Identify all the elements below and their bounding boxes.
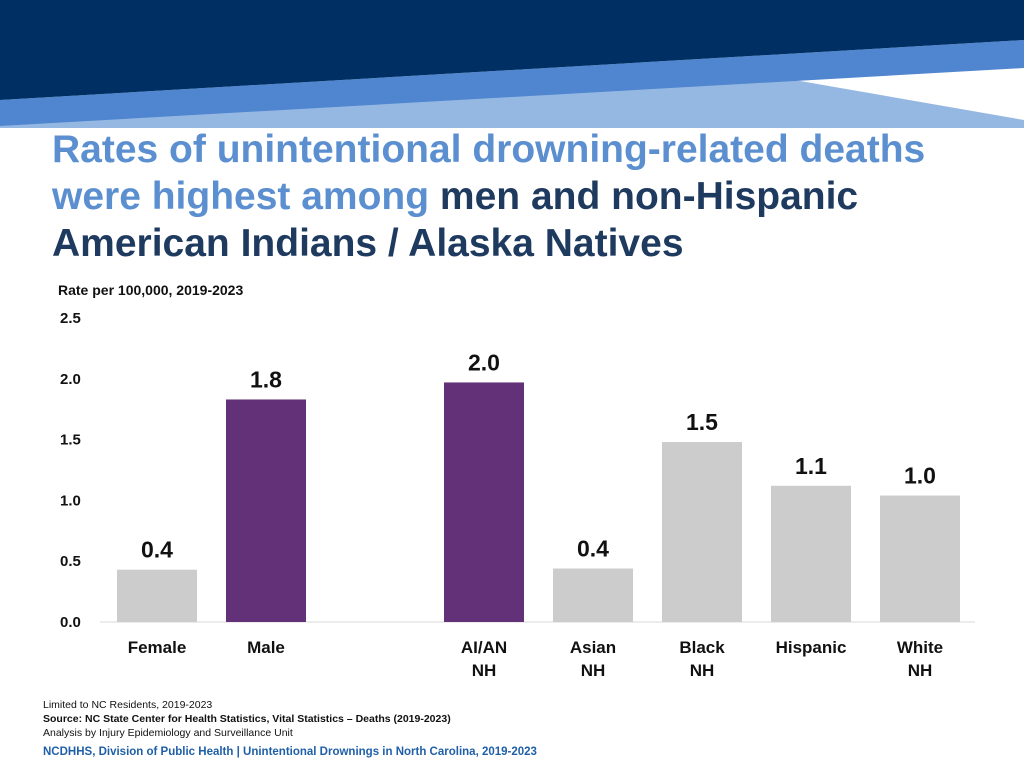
- x-tick-label: Black NH: [679, 638, 725, 680]
- x-tick-label: AI/AN NH: [461, 638, 507, 680]
- x-tick-line: NH: [908, 661, 933, 680]
- bar: [226, 399, 306, 622]
- y-tick-label: 2.5: [60, 310, 81, 327]
- page-title: Rates of unintentional drowning-related …: [52, 126, 992, 267]
- header-banner: [0, 0, 1024, 130]
- x-tick-line: NH: [472, 661, 497, 680]
- data-label: 1.5: [686, 409, 718, 435]
- y-tick-label: 0.5: [60, 553, 81, 570]
- y-tick-label: 1.0: [60, 492, 81, 509]
- y-axis-caption: Rate per 100,000, 2019-2023: [58, 282, 243, 298]
- y-tick-label: 2.0: [60, 371, 81, 388]
- footnote-source: Source: NC State Center for Health Stati…: [43, 712, 451, 726]
- footnotes: Limited to NC Residents, 2019-2023 Sourc…: [43, 698, 451, 740]
- data-label: 2.0: [468, 349, 500, 375]
- x-tick-line: NH: [690, 661, 715, 680]
- x-tick-label: Asian NH: [570, 638, 616, 680]
- data-label: 0.4: [577, 535, 609, 561]
- x-tick-line: AI/AN: [461, 638, 507, 657]
- bar: [662, 442, 742, 622]
- footnote-scope: Limited to NC Residents, 2019-2023: [43, 698, 451, 712]
- page-footer: NCDHHS, Division of Public Health | Unin…: [43, 746, 537, 758]
- x-tick-line: Hispanic: [776, 638, 847, 657]
- x-tick-line: Female: [128, 638, 187, 657]
- y-tick-label: 1.5: [60, 432, 81, 449]
- x-tick-line: Asian: [570, 638, 616, 657]
- x-tick-label: Male: [247, 638, 285, 657]
- bar-chart: 0.0 0.5 1.0 1.5 2.0 2.5 0.4 Female 1.8 Male 2.0 AI/…: [0, 300, 1024, 690]
- bar: [771, 486, 851, 622]
- bar: [553, 568, 633, 622]
- x-tick-line: Black: [679, 638, 725, 657]
- data-label: 1.0: [904, 463, 936, 489]
- y-tick-label: 0.0: [60, 614, 81, 631]
- bar: [880, 496, 960, 622]
- footnote-analysis: Analysis by Injury Epidemiology and Surv…: [43, 726, 451, 740]
- x-tick-label: Female: [128, 638, 187, 657]
- bar: [117, 570, 197, 622]
- x-tick-label: Hispanic: [776, 638, 847, 657]
- x-tick-line: Male: [247, 638, 285, 657]
- bar: [444, 382, 524, 622]
- x-tick-line: NH: [581, 661, 606, 680]
- x-tick-line: White: [897, 638, 943, 657]
- data-label: 0.4: [141, 537, 173, 563]
- data-label: 1.8: [250, 366, 282, 392]
- x-tick-label: White NH: [897, 638, 943, 680]
- data-label: 1.1: [795, 453, 827, 479]
